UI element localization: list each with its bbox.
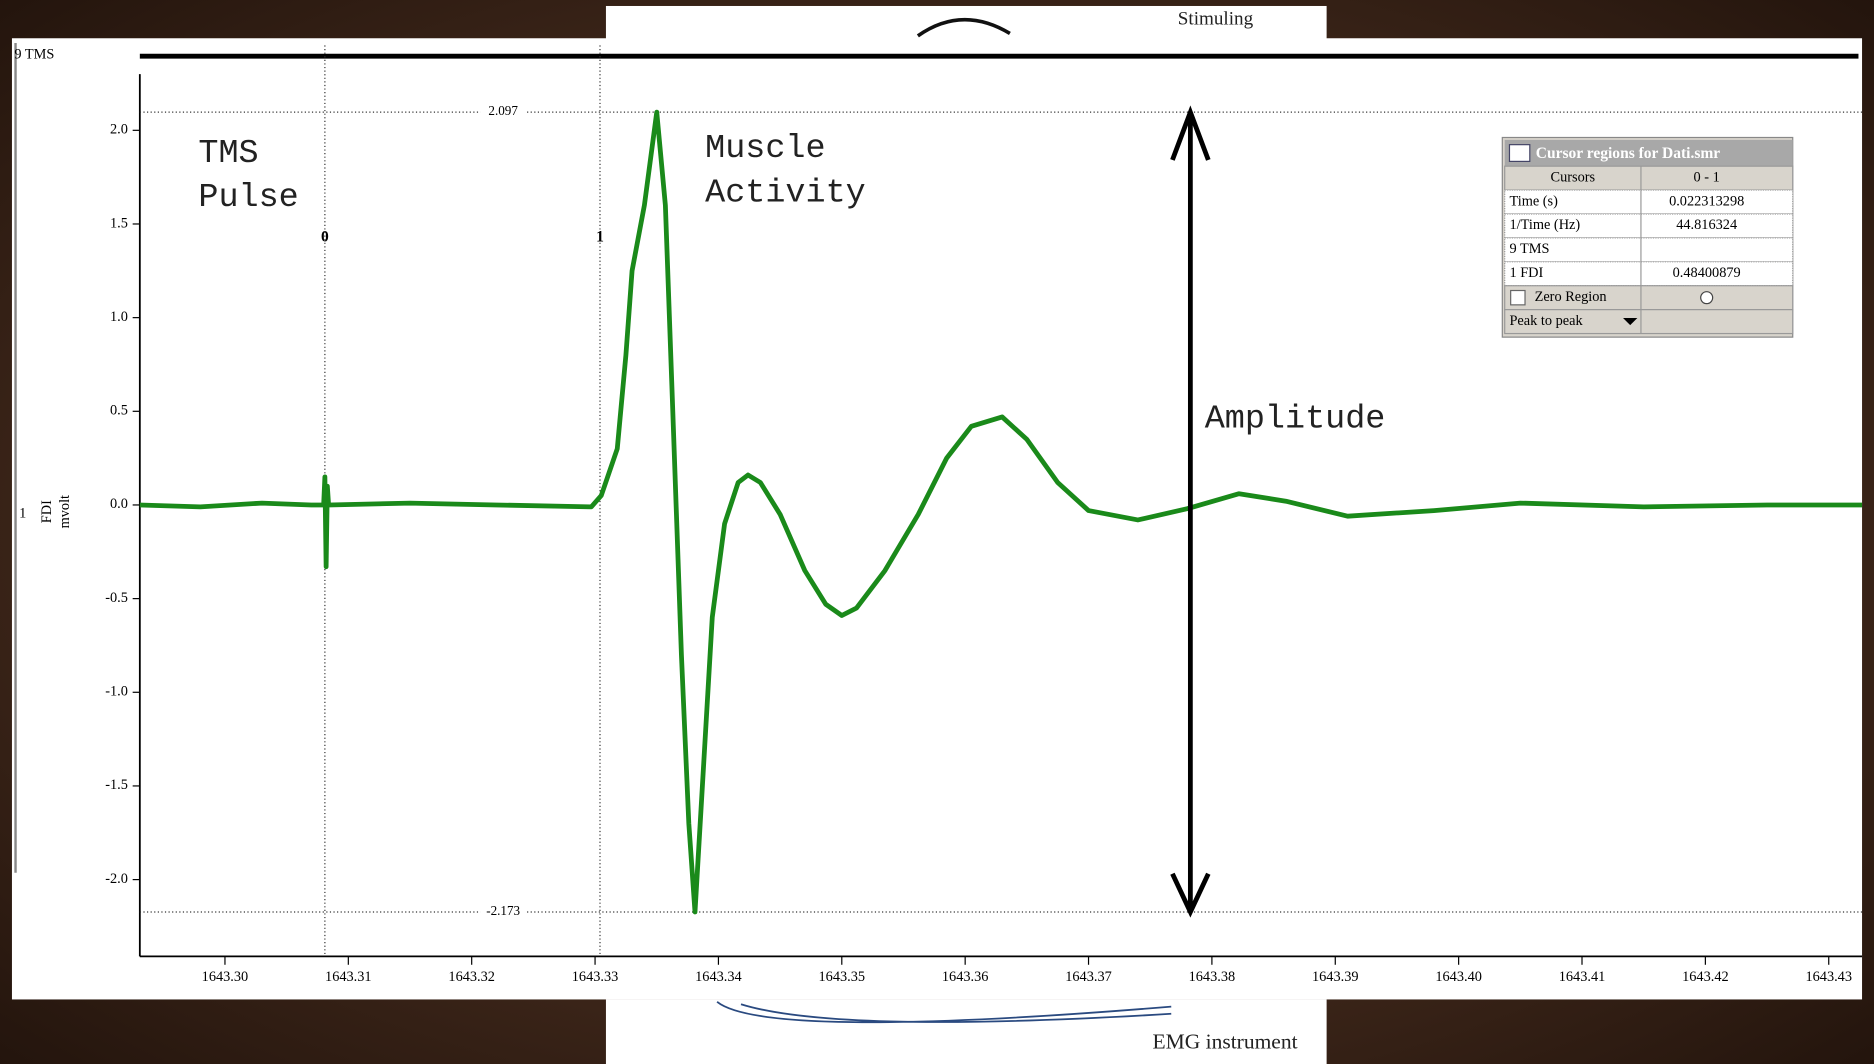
y-tick-label: 1.5 [110,215,128,231]
x-tick-label: 1643.34 [695,969,742,985]
top-box-label: Stimuling [1178,9,1254,30]
x-tick-label: 1643.37 [1065,969,1112,985]
y-tick-label: 0.5 [110,403,128,419]
y-tick-label: 2.0 [110,122,128,138]
panel-label: Time (s) [1509,193,1558,209]
panel-label: Zero Region [1535,289,1607,305]
annotation: TMS [198,135,258,173]
panel-title: Cursor regions for Dati.smr [1536,145,1721,162]
panel-value: 0.48400879 [1673,265,1741,281]
panel-label: 1/Time (Hz) [1509,217,1580,233]
panel-label: Peak to peak [1509,313,1583,329]
x-tick-label: 1643.41 [1559,969,1606,985]
panel-label: 9 TMS [1509,241,1549,257]
x-tick-label: 1643.42 [1682,969,1729,985]
x-tick-label: 1643.38 [1189,969,1236,985]
panel-value: 0 - 1 [1694,169,1720,185]
panel-icon [1509,145,1529,162]
annotation: Activity [705,174,866,212]
y-axis-label: FDI [39,500,55,523]
panel-row [1505,166,1793,190]
y-tick-label: 0.0 [110,496,128,512]
y-tick-label: 1.0 [110,309,128,325]
panel-value: 0.022313298 [1669,193,1744,209]
y-tick-label: -1.0 [105,684,128,700]
y-tick-label: -0.5 [105,590,128,606]
x-tick-label: 1643.32 [448,969,495,985]
panel-label: 1 FDI [1509,265,1543,281]
panel-value: 44.816324 [1676,217,1737,233]
x-tick-label: 1643.43 [1805,969,1852,985]
x-tick-label: 1643.40 [1435,969,1482,985]
panel-row [1505,262,1793,286]
x-tick-label: 1643.35 [819,969,866,985]
x-tick-label: 1643.30 [202,969,249,985]
horizontal-cursor-label: -2.173 [486,903,520,918]
x-tick-label: 1643.39 [1312,969,1359,985]
horizontal-cursor-label: 2.097 [488,103,518,118]
annotation: Muscle [705,130,825,168]
channel-number: 1 [19,505,26,521]
checkbox [1511,291,1525,305]
x-tick-label: 1643.31 [325,969,372,985]
annotation: Pulse [198,179,298,217]
panel-label: Cursors [1551,169,1596,185]
channel-top-label: 9 TMS [14,46,54,62]
y-axis-unit: mvolt [57,495,73,528]
vertical-cursor-label: 0 [321,228,329,245]
page: {"window": {"top_box": "Stimuling", "bot… [0,0,1874,1064]
screenshot: Stimuling EMG instrument 9 TMS 1 FDI mvo… [0,0,1874,1064]
bottom-box-label: EMG instrument [1152,1030,1297,1054]
cursor-panel: Cursor regions for Dati.smr Cursors 0 - 1… [1502,137,1792,337]
radio [1701,292,1713,304]
x-tick-label: 1643.36 [942,969,989,985]
y-tick-label: -2.0 [105,871,128,887]
vertical-cursor-label: 1 [596,228,604,245]
annotation: Amplitude [1205,400,1386,438]
y-tick-label: -1.5 [105,777,128,793]
x-tick-label: 1643.33 [572,969,619,985]
